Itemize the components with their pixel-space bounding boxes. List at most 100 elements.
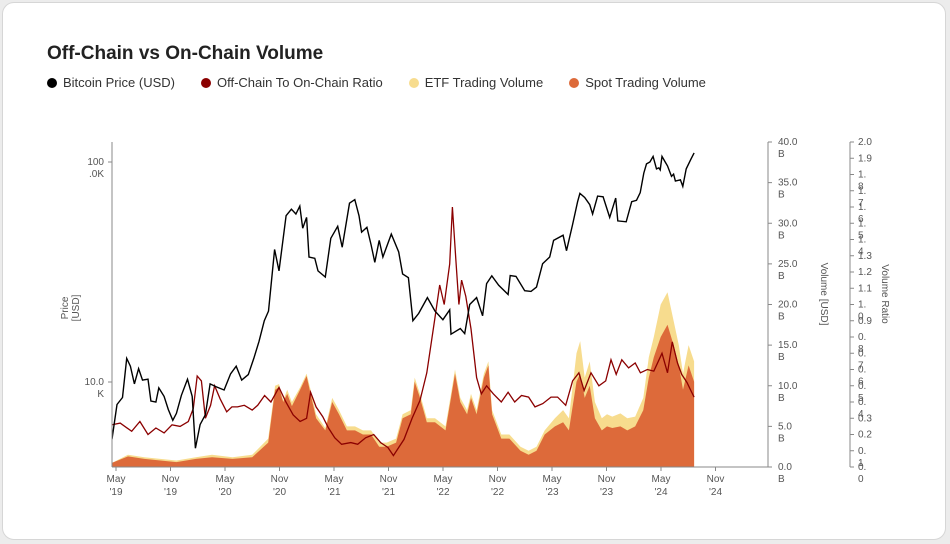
y-volume-axis-title: Volume [USD] — [818, 263, 829, 326]
y-ratio-tick-label: 0. — [858, 365, 866, 376]
y-left-tick-label: .0K — [89, 169, 104, 180]
y-left-axis-title: Price[USD] — [60, 294, 82, 321]
y-ratio-tick-label: 0. — [858, 397, 866, 408]
y-ratio-tick-label: 1. — [858, 170, 866, 181]
legend-item-ratio[interactable]: Off-Chain To On-Chain Ratio — [200, 75, 383, 90]
legend-dot-icon — [200, 77, 211, 88]
x-tick-label-year: '19 — [109, 487, 122, 498]
x-tick-label-month: Nov — [707, 474, 725, 485]
ratio-line — [112, 206, 695, 457]
y-ratio-tick-label: 6 — [858, 214, 864, 225]
y-ratio-tick-label: 0. — [858, 381, 866, 392]
y-ratio-tick-label: 5 — [858, 393, 864, 404]
y-volume-tick-label: B — [778, 393, 785, 404]
x-tick-label-year: '21 — [327, 487, 340, 498]
y-volume-tick-label: 35.0 — [778, 178, 798, 189]
y-volume-tick-label: 40.0 — [778, 137, 798, 148]
x-tick-label-year: '22 — [436, 487, 449, 498]
y-volume-tick-label: 20.0 — [778, 300, 798, 311]
y-ratio-tick-label: 1. — [858, 235, 866, 246]
y-volume-tick-label: B — [778, 312, 785, 323]
x-tick-label-year: '24 — [654, 487, 667, 498]
y-volume-tick-label: 10.0 — [778, 381, 798, 392]
x-tick-label-year: '22 — [491, 487, 504, 498]
x-tick-label-month: May — [543, 474, 562, 485]
x-tick-label-year: '20 — [273, 487, 286, 498]
y-ratio-tick-label: 4 — [858, 409, 864, 420]
x-tick-label-month: May — [107, 474, 126, 485]
y-ratio-tick-label: 7 — [858, 198, 864, 209]
y-volume-tick-label: B — [778, 474, 785, 485]
x-tick-label-month: May — [216, 474, 235, 485]
spot-volume-area — [112, 324, 695, 467]
legend-item-etf-volume[interactable]: ETF Trading Volume — [408, 75, 544, 90]
y-ratio-tick-label: 1.3 — [858, 251, 872, 262]
y-volume-tick-label: 15.0 — [778, 340, 798, 351]
y-ratio-tick-label: 0 — [858, 474, 864, 485]
y-ratio-tick-label: 7 — [858, 360, 864, 371]
x-tick-label-year: '23 — [545, 487, 558, 498]
y-ratio-tick-label: 5 — [858, 230, 864, 241]
y-ratio-tick-label: 8 — [858, 182, 864, 193]
legend-item-spot-volume[interactable]: Spot Trading Volume — [569, 75, 706, 90]
x-tick-label-month: Nov — [598, 474, 616, 485]
y-volume-tick-label: B — [778, 433, 785, 444]
x-tick-label-month: Nov — [380, 474, 398, 485]
y-left-tick-label: 10.0 — [85, 377, 105, 388]
y-volume-tick-label: 5.0 — [778, 421, 792, 432]
y-left-axis-title-line: [USD] — [71, 294, 82, 321]
y-left-tick-label: K — [97, 389, 104, 400]
legend-label: ETF Trading Volume — [424, 75, 544, 90]
x-tick-label-month: Nov — [271, 474, 289, 485]
y-left-tick-label: 100 — [87, 157, 104, 168]
plot-area — [112, 152, 695, 467]
y-ratio-tick-label: 1.2 — [858, 267, 872, 278]
y-ratio-tick-label: 0. — [858, 332, 866, 343]
y-ratio-tick-label: 4 — [858, 247, 864, 258]
y-ratio-tick-label: 2.0 — [858, 137, 872, 148]
legend-item-bitcoin-price[interactable]: Bitcoin Price (USD) — [47, 75, 175, 90]
legend-dot-icon — [569, 77, 580, 88]
x-tick-label-month: May — [652, 474, 671, 485]
y-volume-tick-label: B — [778, 190, 785, 201]
y-ratio-tick-label: 0. — [858, 446, 866, 457]
legend-label: Bitcoin Price (USD) — [63, 75, 175, 90]
y-ratio-tick-label: 6 — [858, 377, 864, 388]
chart-legend: Bitcoin Price (USD) Off-Chain To On-Chai… — [47, 75, 706, 90]
y-ratio-tick-label: 0.3 — [858, 413, 872, 424]
y-ratio-axis-title: Volume Ratio — [879, 264, 890, 324]
x-tick-label-month: May — [325, 474, 344, 485]
x-tick-label-year: '23 — [600, 487, 613, 498]
y-ratio-tick-label: 0.9 — [858, 316, 872, 327]
y-left-axis-title-line: Price — [60, 296, 71, 319]
x-tick-label-year: '19 — [164, 487, 177, 498]
x-tick-label-month: Nov — [489, 474, 507, 485]
x-tick-label-year: '21 — [382, 487, 395, 498]
x-tick-label-month: Nov — [162, 474, 180, 485]
chart-title: Off-Chain vs On-Chain Volume — [47, 43, 324, 64]
y-ratio-tick-label: 1 — [858, 458, 864, 469]
y-ratio-tick-label: 1. — [858, 186, 866, 197]
y-volume-tick-label: 0.0 — [778, 462, 792, 473]
legend-label: Off-Chain To On-Chain Ratio — [216, 75, 383, 90]
price-line — [112, 152, 695, 449]
y-ratio-tick-label: 1. — [858, 218, 866, 229]
y-ratio-tick-label: 0 — [858, 312, 864, 323]
y-ratio-tick-label: 1.9 — [858, 153, 872, 164]
y-volume-tick-label: B — [778, 230, 785, 241]
y-ratio-tick-label: 0.2 — [858, 430, 872, 441]
y-ratio-tick-label: 1. — [858, 300, 866, 311]
y-ratio-tick-label: 0. — [858, 348, 866, 359]
y-ratio-tick-label: 8 — [858, 344, 864, 355]
y-volume-tick-label: 25.0 — [778, 259, 798, 270]
legend-dot-icon — [47, 77, 57, 88]
y-ratio-tick-label: 1.1 — [858, 283, 872, 294]
y-volume-tick-label: B — [778, 149, 785, 160]
y-volume-tick-label: 30.0 — [778, 218, 798, 229]
legend-label: Spot Trading Volume — [585, 75, 706, 90]
legend-dot-icon — [408, 77, 419, 88]
x-tick-label-month: May — [434, 474, 453, 485]
y-volume-tick-label: B — [778, 271, 785, 282]
y-volume-tick-label: B — [778, 352, 785, 363]
